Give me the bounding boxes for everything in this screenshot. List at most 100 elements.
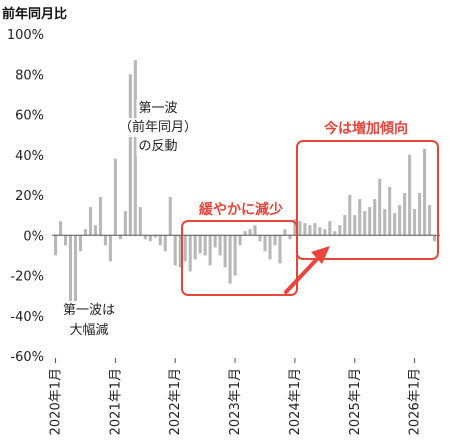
bar <box>268 235 272 260</box>
annotation-line: 緩やかに減少 <box>199 201 283 218</box>
bar <box>153 235 157 238</box>
bar <box>263 235 267 252</box>
bar <box>348 195 352 236</box>
bar <box>378 178 382 236</box>
annotation-line: 第一波は <box>63 303 115 318</box>
bar <box>78 235 83 252</box>
bar <box>93 225 97 236</box>
decrease-box <box>181 220 298 296</box>
bar <box>148 235 152 242</box>
bar <box>288 235 292 240</box>
bar <box>103 235 107 246</box>
bar <box>178 235 182 268</box>
bar <box>228 235 232 284</box>
bar <box>198 235 202 254</box>
bar <box>203 235 207 256</box>
bar <box>113 158 117 236</box>
arrow-shaft <box>284 256 320 294</box>
bar <box>193 235 197 260</box>
annotation-line: 今は増加傾向 <box>323 120 408 137</box>
increase-box <box>296 140 439 260</box>
annotation-line: の反動 <box>138 139 177 154</box>
annotation-increase: 今は増加傾向 <box>323 120 408 137</box>
y-tick-label: -20% <box>10 270 44 285</box>
bar <box>83 229 88 236</box>
y-tick-label: 20% <box>15 189 44 204</box>
bar <box>223 235 227 268</box>
bar <box>128 74 132 236</box>
bar <box>408 154 412 236</box>
bar <box>54 235 58 256</box>
bar <box>413 209 417 236</box>
bar <box>73 235 78 316</box>
x-axis: 2020年1月 2021年1月 2022年1月 2023年1月 2024年1月 2025年… <box>49 358 423 435</box>
bar <box>143 235 147 240</box>
bar <box>273 235 277 246</box>
bar <box>208 235 212 266</box>
bar <box>248 229 252 236</box>
annotation-bg <box>61 301 117 321</box>
bar <box>158 235 162 246</box>
y-tick-label: -40% <box>10 310 44 325</box>
bar <box>293 219 297 236</box>
x-tick-label: 2024年1月 <box>288 368 303 435</box>
bar <box>418 192 422 236</box>
annotation-bg <box>67 321 111 341</box>
x-tick-label: 2022年1月 <box>168 368 183 435</box>
x-tick-label: 2020年1月 <box>49 368 64 435</box>
bar <box>118 235 122 240</box>
annotation-bg <box>136 137 180 156</box>
annotation-bg <box>136 99 180 118</box>
bar <box>88 207 93 236</box>
y-tick-label: 0% <box>23 229 44 244</box>
bar <box>343 215 347 236</box>
bar <box>333 231 337 236</box>
bar <box>353 215 357 236</box>
bar <box>233 235 237 276</box>
bar <box>68 235 73 326</box>
bar <box>123 211 127 236</box>
bar <box>368 207 372 236</box>
bar <box>218 235 222 256</box>
bar <box>428 205 432 236</box>
x-tick-label: 2026年1月 <box>408 368 423 435</box>
annotation-bg <box>117 118 199 137</box>
annotation-line: （前年同月） <box>119 119 197 135</box>
annotation-first-wave-rebound: 第一波 （前年同月） の反動 <box>117 99 199 156</box>
x-tick-label: 2025年1月 <box>348 368 363 435</box>
x-tick-label: 2023年1月 <box>228 368 243 435</box>
bar <box>383 209 387 236</box>
bar <box>58 221 63 236</box>
bar <box>358 199 362 236</box>
bar <box>423 148 427 236</box>
bar <box>243 231 247 236</box>
y-tick-label: 40% <box>15 149 44 164</box>
bar <box>253 225 257 236</box>
bar <box>173 235 177 266</box>
bar <box>98 197 102 236</box>
bar <box>393 213 397 236</box>
highlight-boxes <box>181 140 439 296</box>
bar <box>138 207 142 236</box>
bar <box>398 205 402 236</box>
bar <box>303 223 307 236</box>
bar <box>433 235 437 242</box>
bar <box>238 235 242 246</box>
bar <box>168 197 172 236</box>
bar <box>63 235 68 246</box>
arrow-head <box>311 246 330 264</box>
annotation-decrease: 緩やかに減少 <box>199 201 283 218</box>
bar <box>213 235 217 248</box>
y-tick-label: 80% <box>15 68 44 83</box>
bar <box>313 223 317 236</box>
bar <box>258 235 262 242</box>
bar <box>108 235 112 262</box>
x-tick-label: 2021年1月 <box>108 368 123 435</box>
annotation-line: 第一波 <box>138 101 177 116</box>
bar <box>323 229 327 236</box>
bar <box>298 221 302 236</box>
bar <box>183 235 187 262</box>
bar <box>188 235 192 272</box>
